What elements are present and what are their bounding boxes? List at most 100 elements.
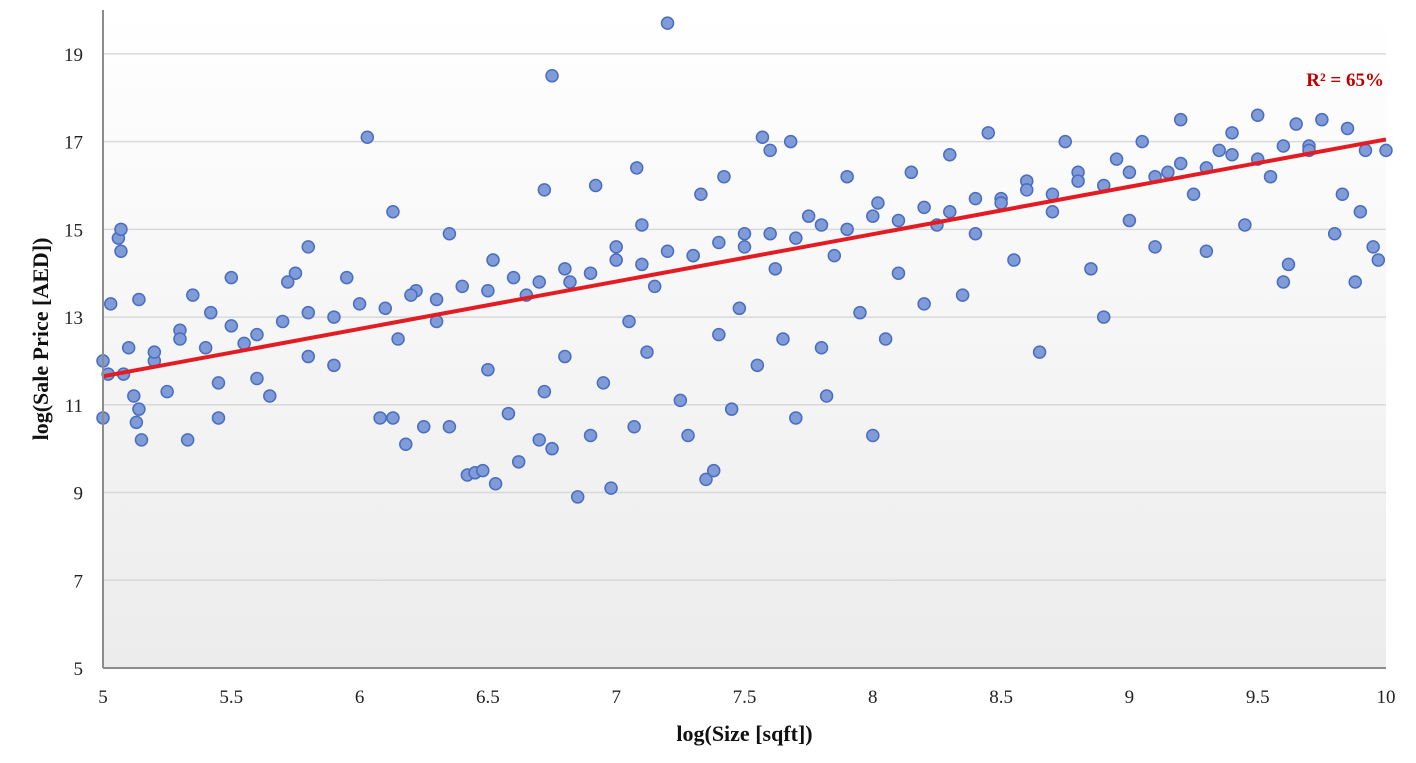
- data-point: [814, 218, 829, 232]
- data-point: [537, 384, 552, 399]
- data-point: [878, 332, 893, 346]
- data-point: [737, 226, 752, 241]
- x-tick-label: 8.5: [989, 687, 1013, 708]
- data-point: [763, 226, 777, 241]
- data-point: [360, 130, 375, 144]
- data-point: [442, 419, 457, 434]
- data-point: [173, 332, 187, 346]
- y-tick-label: 15: [64, 220, 83, 241]
- data-point: [660, 16, 675, 30]
- x-tick-label: 9: [1125, 687, 1135, 708]
- data-point: [917, 200, 931, 215]
- data-point: [327, 358, 341, 373]
- y-tick-label: 19: [64, 45, 83, 66]
- data-point: [340, 270, 354, 285]
- data-point: [776, 332, 790, 346]
- data-point: [627, 419, 641, 434]
- data-point: [1135, 134, 1149, 149]
- data-point: [1250, 108, 1265, 123]
- data-point: [640, 345, 654, 359]
- data-point: [114, 222, 128, 237]
- data-point: [1109, 152, 1124, 166]
- data-point: [532, 433, 546, 447]
- data-point: [732, 301, 747, 316]
- y-axis-title: log(Sale Price [AED]): [28, 238, 53, 441]
- data-point: [121, 341, 136, 355]
- data-point: [114, 244, 128, 259]
- data-point: [737, 240, 752, 254]
- data-point: [1327, 226, 1342, 241]
- x-tick-label: 7.5: [733, 687, 757, 708]
- data-point: [481, 362, 495, 377]
- data-point: [211, 411, 226, 425]
- data-point: [545, 441, 559, 456]
- data-point: [712, 327, 726, 342]
- data-point: [588, 178, 603, 193]
- x-tick-label: 6: [355, 687, 365, 708]
- data-point: [629, 161, 644, 175]
- data-point: [1084, 262, 1098, 276]
- data-point: [442, 226, 457, 241]
- data-point: [186, 288, 200, 302]
- data-point: [783, 134, 798, 149]
- data-point: [750, 358, 765, 373]
- data-point: [301, 349, 316, 364]
- data-point: [866, 209, 880, 223]
- data-point: [1348, 275, 1362, 289]
- data-point: [147, 345, 162, 359]
- data-point: [712, 235, 726, 250]
- data-point: [511, 455, 526, 469]
- data-point: [583, 266, 598, 280]
- data-point: [1371, 253, 1386, 267]
- data-point: [609, 253, 623, 267]
- data-point: [129, 415, 144, 430]
- y-tick-label: 13: [64, 308, 83, 329]
- data-point: [1358, 143, 1373, 158]
- data-point: [891, 266, 906, 280]
- data-point: [1122, 165, 1137, 180]
- data-point: [134, 433, 149, 447]
- x-tick-label: 6.5: [476, 687, 500, 708]
- data-point: [352, 297, 367, 311]
- data-point: [724, 402, 739, 416]
- data-point: [635, 257, 649, 272]
- data-point: [1173, 156, 1188, 171]
- data-point: [455, 279, 469, 294]
- data-point: [660, 244, 675, 259]
- r-squared-annotation: R² = 65%: [1306, 70, 1384, 91]
- data-point: [1263, 169, 1278, 184]
- data-point: [224, 319, 239, 333]
- data-point: [604, 481, 618, 495]
- data-point: [532, 275, 546, 289]
- data-point: [673, 393, 688, 408]
- data-point: [506, 270, 521, 285]
- data-point: [1315, 112, 1329, 127]
- data-point: [1353, 205, 1368, 219]
- data-point: [994, 196, 1008, 210]
- data-point: [545, 69, 559, 83]
- y-tick-label: 9: [74, 484, 84, 505]
- data-point: [981, 126, 996, 140]
- data-point: [404, 288, 418, 302]
- data-point: [699, 472, 713, 487]
- x-tick-label: 7: [611, 687, 621, 708]
- data-point: [801, 209, 816, 223]
- data-point: [1276, 275, 1291, 289]
- data-point: [127, 389, 141, 403]
- data-point: [1225, 126, 1239, 140]
- data-point: [1071, 174, 1085, 188]
- data-point: [1281, 257, 1296, 272]
- y-tick-label: 17: [64, 133, 83, 154]
- data-point: [768, 262, 783, 276]
- data-point: [288, 266, 303, 280]
- data-point: [224, 270, 239, 285]
- data-point: [1148, 240, 1162, 254]
- data-point: [1032, 345, 1047, 359]
- data-point: [558, 349, 572, 364]
- data-point: [968, 191, 983, 206]
- data-point: [1335, 187, 1350, 201]
- data-point: [1186, 187, 1201, 201]
- data-point: [558, 262, 572, 276]
- data-point: [694, 187, 708, 201]
- data-point: [263, 389, 277, 403]
